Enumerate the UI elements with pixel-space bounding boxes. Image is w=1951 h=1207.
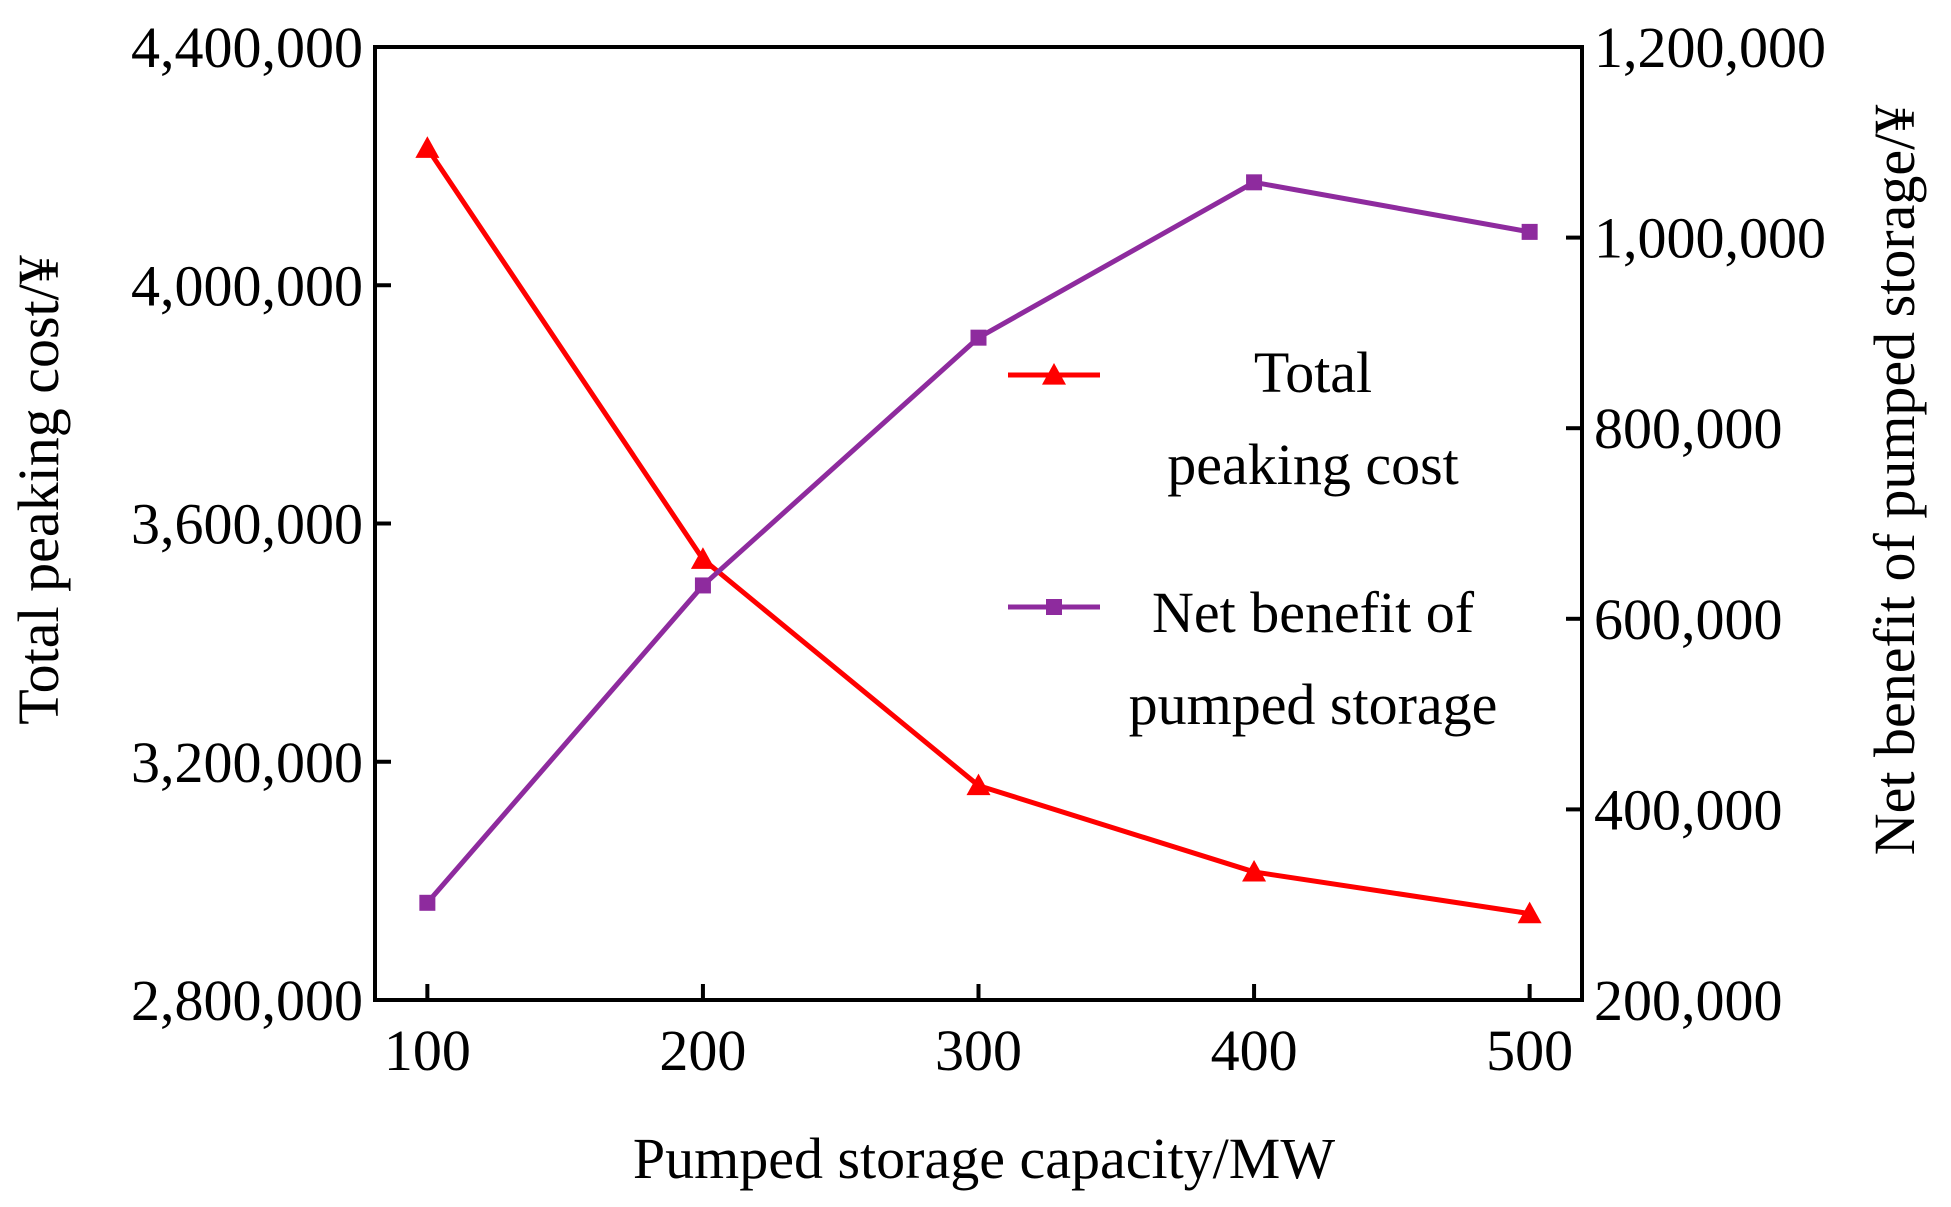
plot-frame xyxy=(373,45,1584,1002)
net-benefit-legend-label: Net benefit of xyxy=(1152,580,1475,645)
total-peaking-cost-legend-label: peaking cost xyxy=(1167,432,1459,497)
net-benefit-point xyxy=(970,329,987,346)
ticks: 100 200 300 400 500 2,800,000 3,200,000 3,600,0… xyxy=(131,15,1826,1083)
y-left-tick-label: 2,800,000 xyxy=(131,968,363,1033)
y-right-axis-label: Net benefit of pumped storage/¥ xyxy=(1862,105,1927,856)
total-peaking-cost-point xyxy=(1517,901,1542,924)
y-right-tick-label: 1,000,000 xyxy=(1594,206,1826,271)
legend: Total peaking cost Net benefit of pumped st… xyxy=(1008,340,1497,737)
total-peaking-cost-point xyxy=(1242,859,1267,882)
x-tick-label: 100 xyxy=(384,1018,471,1083)
net-benefit-point xyxy=(694,577,711,594)
total-peaking-cost-point xyxy=(690,547,715,569)
total-peaking-cost-point xyxy=(415,136,440,158)
net-benefit-legend-marker xyxy=(1046,599,1062,615)
axes xyxy=(373,45,1584,1002)
y-right-tick-label: 200,000 xyxy=(1594,968,1783,1033)
total-peaking-cost-point xyxy=(966,773,991,796)
y-right-tick-label: 600,000 xyxy=(1594,587,1783,652)
total-peaking-cost-legend-marker xyxy=(1042,363,1066,385)
series-layer xyxy=(415,136,1542,924)
x-axis-label: Pumped storage capacity/MW xyxy=(633,1126,1335,1191)
net-benefit-legend-label: pumped storage xyxy=(1129,672,1498,737)
net-benefit-point xyxy=(1521,223,1538,240)
y-left-tick-label: 4,400,000 xyxy=(131,15,363,80)
y-right-tick-label: 400,000 xyxy=(1594,777,1783,842)
x-tick-label: 400 xyxy=(1211,1018,1298,1083)
y-left-tick-label: 3,600,000 xyxy=(131,492,363,557)
y-left-tick-label: 4,000,000 xyxy=(131,253,363,318)
y-left-axis-label: Total peaking cost/¥ xyxy=(6,255,71,725)
x-tick-label: 500 xyxy=(1486,1018,1573,1083)
total-peaking-cost-line xyxy=(425,146,1531,917)
net-benefit-point xyxy=(419,894,436,911)
x-tick-label: 300 xyxy=(935,1018,1022,1083)
y-left-tick-label: 3,200,000 xyxy=(131,730,363,795)
y-right-tick-label: 800,000 xyxy=(1594,396,1783,461)
net-benefit-point xyxy=(1246,174,1263,191)
y-right-tick-label: 1,200,000 xyxy=(1594,15,1826,80)
total-peaking-cost-legend-label: Total xyxy=(1254,340,1372,405)
x-tick-label: 200 xyxy=(659,1018,746,1083)
